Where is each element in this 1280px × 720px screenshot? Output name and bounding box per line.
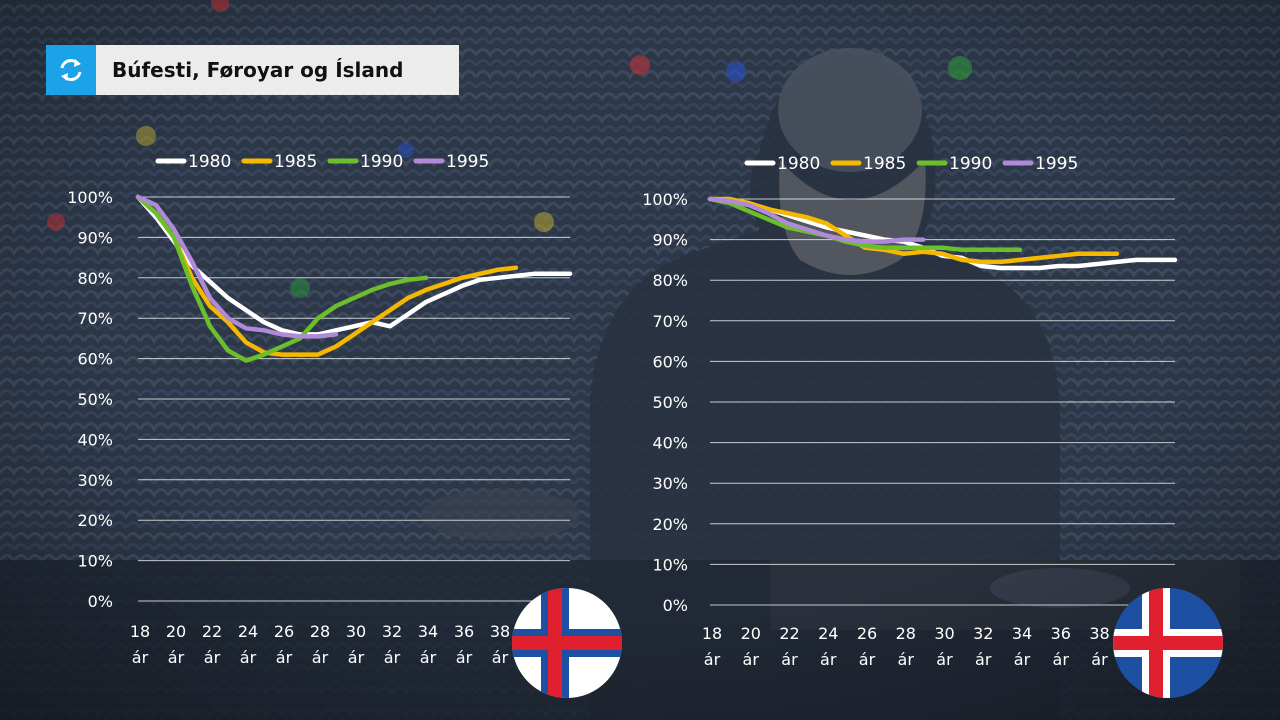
x-tick-label: ár <box>348 648 365 667</box>
chart-island: 0% 10% 20% 30% 40% 50% 60% 70% 80% 90% 100% 18 ár 20 á… <box>642 154 1178 669</box>
x-tick-label: ár <box>420 648 437 667</box>
x-tick-label: ár <box>132 648 149 667</box>
refresh-icon[interactable] <box>46 45 96 95</box>
y-tick-label: 100% <box>642 190 688 209</box>
x-tick-label: ár <box>704 650 721 669</box>
x-tick-label: 20 <box>741 624 761 643</box>
series-line-1980 <box>135 194 573 337</box>
x-tick-label: ár <box>1014 650 1031 669</box>
series-line-1990 <box>707 196 1023 253</box>
y-tick-label: 20% <box>652 515 688 534</box>
x-tick-label: 22 <box>202 622 222 641</box>
x-tick-label: 24 <box>238 622 258 641</box>
y-tick-label: 100% <box>67 188 113 207</box>
y-tick-label: 40% <box>77 430 113 449</box>
y-tick-label: 0% <box>663 596 688 615</box>
x-tick-label: 28 <box>896 624 916 643</box>
x-tick-label: 36 <box>1051 624 1071 643</box>
y-tick-label: 70% <box>77 309 113 328</box>
legend-label: 1990 <box>360 152 403 172</box>
y-tick-label: 20% <box>77 511 113 530</box>
x-tick-label: 32 <box>382 622 402 641</box>
x-tick-label: 26 <box>274 622 294 641</box>
x-tick-label: ár <box>1053 650 1070 669</box>
x-tick-label: ár <box>1091 650 1108 669</box>
legend-label: 1985 <box>274 152 317 172</box>
legend-label: 1980 <box>188 152 231 172</box>
x-tick-label: ár <box>384 648 401 667</box>
y-tick-label: 0% <box>88 592 113 611</box>
x-tick-label: 22 <box>779 624 799 643</box>
x-tick-label: ár <box>492 648 509 667</box>
y-tick-label: 70% <box>652 312 688 331</box>
legend-label: 1990 <box>949 154 992 174</box>
y-tick-label: 10% <box>652 555 688 574</box>
chart-foroyar: 0% 10% 20% 30% 40% 50% 60% 70% 80% 90% 100% 18 ár 20 á… <box>67 152 573 667</box>
x-tick-label: 38 <box>490 622 510 641</box>
x-tick-label: 30 <box>934 624 954 643</box>
x-tick-label: 38 <box>1089 624 1109 643</box>
y-tick-label: 80% <box>77 269 113 288</box>
x-tick-label: 32 <box>973 624 993 643</box>
x-tick-label: 18 <box>702 624 722 643</box>
y-tick-label: 80% <box>652 271 688 290</box>
x-tick-label: ár <box>240 648 257 667</box>
page-title: Búfesti, Føroyar og Ísland <box>96 45 459 95</box>
x-tick-label: ár <box>312 648 329 667</box>
x-tick-label: ár <box>975 650 992 669</box>
title-bar: Búfesti, Føroyar og Ísland <box>46 45 459 95</box>
x-tick-label: 20 <box>166 622 186 641</box>
series-line-1995 <box>707 196 926 244</box>
series-line-1990 <box>135 194 429 363</box>
y-tick-label: 30% <box>652 474 688 493</box>
x-tick-label: 24 <box>818 624 838 643</box>
y-tick-label: 50% <box>77 390 113 409</box>
x-tick-label: 30 <box>346 622 366 641</box>
x-tick-label: 34 <box>1012 624 1032 643</box>
y-tick-label: 60% <box>652 352 688 371</box>
x-tick-label: 34 <box>418 622 438 641</box>
x-tick-label: ár <box>781 650 798 669</box>
x-tick-label: 26 <box>857 624 877 643</box>
iceland-flag <box>1113 588 1223 698</box>
x-tick-label: ár <box>276 648 293 667</box>
x-tick-label: ár <box>859 650 876 669</box>
x-tick-label: ár <box>898 650 915 669</box>
y-tick-label: 90% <box>652 231 688 250</box>
x-tick-label: 18 <box>130 622 150 641</box>
x-tick-label: ár <box>204 648 221 667</box>
x-tick-label: ár <box>456 648 473 667</box>
faroe-flag <box>512 588 622 698</box>
x-tick-label: ár <box>820 650 837 669</box>
x-tick-label: ár <box>168 648 185 667</box>
legend-label: 1995 <box>446 152 489 172</box>
y-tick-label: 60% <box>77 350 113 369</box>
legend-label: 1980 <box>777 154 820 174</box>
series-line-1985 <box>135 194 519 357</box>
x-tick-label: 36 <box>454 622 474 641</box>
series-line-1995 <box>135 194 339 339</box>
x-tick-label: 28 <box>310 622 330 641</box>
y-tick-label: 90% <box>77 228 113 247</box>
series-line-1985 <box>707 196 1120 265</box>
x-tick-label: ár <box>936 650 953 669</box>
legend-label: 1995 <box>1035 154 1078 174</box>
y-tick-label: 40% <box>652 434 688 453</box>
y-tick-label: 30% <box>77 471 113 490</box>
x-tick-label: ár <box>743 650 760 669</box>
y-tick-label: 50% <box>652 393 688 412</box>
y-tick-label: 10% <box>77 552 113 571</box>
legend-label: 1985 <box>863 154 906 174</box>
